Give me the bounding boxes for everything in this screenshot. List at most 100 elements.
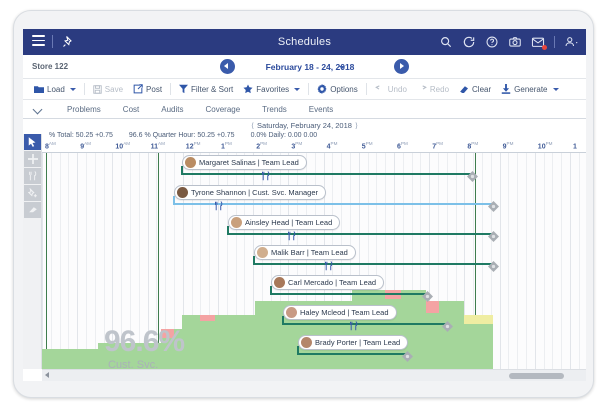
tab-events[interactable]: Events — [308, 104, 334, 114]
user-icon[interactable] — [564, 35, 578, 49]
page-title: Schedules — [277, 36, 332, 48]
shift-pill[interactable]: Malik Barr | Team Lead — [254, 245, 356, 260]
scroll-left-arrow-icon[interactable] — [45, 372, 49, 378]
shift-row[interactable]: Margaret Salinas | Team Lead — [42, 155, 586, 182]
avatar — [177, 187, 188, 198]
shift-start-cap — [181, 166, 183, 175]
post-button[interactable]: Post — [128, 80, 167, 98]
date-range-label[interactable]: February 18 - 24, 2018 — [265, 62, 355, 72]
meal-break-icon[interactable] — [347, 320, 360, 331]
save-icon — [93, 84, 102, 94]
toolbar-button-label: Redo — [429, 84, 450, 94]
app-screen: Schedules — [23, 29, 586, 381]
shift-bar[interactable] — [173, 203, 493, 205]
clear-button[interactable]: Clear — [454, 80, 496, 98]
collapse-chevron-icon[interactable] — [33, 104, 43, 114]
load-button[interactable]: Load — [29, 80, 81, 98]
tick-hour: 6 — [397, 143, 401, 151]
grid-line-quarter — [306, 153, 307, 369]
shift-pill[interactable]: Tyrone Shannon | Cust. Svc. Manager — [174, 185, 327, 200]
tab-cost[interactable]: Cost — [122, 104, 140, 114]
chevron-down-icon[interactable] — [294, 87, 301, 91]
chevron-down-icon[interactable] — [69, 87, 76, 91]
shift-row[interactable]: Malik Barr | Team Lead — [42, 245, 586, 272]
shift-end-marker[interactable] — [402, 349, 413, 362]
tab-coverage[interactable]: Coverage — [205, 104, 241, 114]
tick-hour: 1 — [573, 143, 577, 151]
shift-end-marker[interactable] — [442, 319, 453, 332]
shift-pill[interactable]: Carl Mercado | Team Lead — [271, 275, 385, 290]
shift-bar[interactable] — [253, 263, 493, 265]
shift-row[interactable]: Ainsley Head | Team Lead — [42, 215, 586, 242]
mail-icon[interactable] — [531, 35, 547, 50]
shift-bar[interactable] — [297, 353, 407, 355]
next-week-button[interactable] — [394, 59, 409, 74]
grid-line-quarter — [297, 153, 299, 369]
meal-tool[interactable] — [24, 168, 41, 184]
shift-row[interactable]: Brady Porter | Team Lead — [42, 335, 586, 362]
tick-hour: 9 — [80, 143, 85, 151]
shift-end-marker[interactable] — [488, 259, 499, 272]
shift-bar[interactable] — [227, 233, 493, 235]
grid-line-hour — [570, 153, 571, 369]
grid-line-quarter — [455, 153, 457, 369]
generate-button[interactable]: Generate — [496, 80, 563, 98]
select-tool[interactable] — [24, 134, 41, 150]
grid-line-quarter — [517, 153, 519, 369]
tab-trends[interactable]: Trends — [262, 104, 287, 114]
grid-line-quarter — [402, 153, 404, 369]
shift-bar[interactable] — [282, 323, 447, 325]
camera-icon[interactable] — [508, 35, 522, 49]
add-pin-tool[interactable] — [24, 185, 41, 201]
shift-pill[interactable]: Margaret Salinas | Team Lead — [182, 155, 307, 170]
schedule-canvas[interactable]: 96.6% Cust. Svc. Margaret Salinas | Team… — [42, 153, 586, 369]
toolbar-button-label: Load — [47, 84, 65, 94]
shift-row[interactable]: Tyrone Shannon | Cust. Svc. Manager — [42, 185, 586, 212]
prev-week-button[interactable] — [220, 59, 235, 74]
tick-period: AM — [123, 141, 131, 146]
prev-day-arrow-icon[interactable]: ⟨ — [251, 121, 255, 130]
shift-end-marker[interactable] — [467, 169, 478, 182]
meal-break-icon[interactable] — [212, 200, 225, 211]
meal-break-icon[interactable] — [322, 260, 335, 271]
toolbar-divider — [365, 83, 367, 95]
pushpin-icon[interactable] — [61, 34, 76, 49]
horizontal-scrollbar[interactable] — [42, 369, 586, 381]
save-button: Save — [88, 80, 128, 98]
erase-tool[interactable] — [24, 202, 41, 218]
favorites-button[interactable]: Favorites — [238, 80, 305, 98]
filter-sort-button[interactable]: Filter & Sort — [174, 80, 238, 98]
next-day-arrow-icon[interactable]: ⟩ — [354, 121, 358, 130]
shift-label: Margaret Salinas | Team Lead — [199, 158, 299, 167]
search-icon[interactable] — [439, 35, 453, 49]
chevron-down-icon[interactable] — [552, 87, 559, 91]
shift-row[interactable]: Carl Mercado | Team Lead — [42, 275, 586, 302]
tab-problems[interactable]: Problems — [67, 104, 101, 114]
shift-pill[interactable]: Brady Porter | Team Lead — [298, 335, 409, 350]
shift-row[interactable]: Haley Mcleod | Team Lead — [42, 305, 586, 332]
shift-end-marker[interactable] — [488, 199, 499, 212]
date-dropdown-caret-icon[interactable] — [339, 66, 345, 69]
refresh-icon[interactable] — [462, 35, 476, 49]
toolbar-divider — [83, 83, 85, 95]
add-tool[interactable] — [24, 151, 41, 167]
time-tick: 10AM — [115, 141, 130, 150]
options-button[interactable]: Options — [312, 80, 363, 98]
shift-bar[interactable] — [270, 293, 427, 295]
shift-pill[interactable]: Haley Mcleod | Team Lead — [283, 305, 397, 320]
store-date-bar: Store 122 February 18 - 24, 2018 — [23, 55, 586, 79]
hamburger-menu-icon[interactable] — [32, 35, 45, 48]
scrollbar-thumb[interactable] — [509, 373, 564, 379]
tick-period: AM — [158, 141, 165, 146]
coverage-block — [352, 290, 426, 369]
time-ruler: 8AM 9AM 10AM 11AM 12PM 1PM 2PM 3PM 4PM 5PM 6PM 7PM 8… — [23, 140, 586, 153]
shift-bar[interactable] — [181, 173, 472, 175]
tick-period: PM — [400, 141, 408, 146]
shift-pill[interactable]: Ainsley Head | Team Lead — [228, 215, 341, 230]
meal-break-icon[interactable] — [259, 170, 272, 181]
help-icon[interactable] — [485, 35, 499, 49]
tab-audits[interactable]: Audits — [161, 104, 184, 114]
meal-break-icon[interactable] — [285, 230, 298, 241]
shift-end-marker[interactable] — [488, 229, 499, 242]
shift-end-marker[interactable] — [422, 289, 433, 302]
